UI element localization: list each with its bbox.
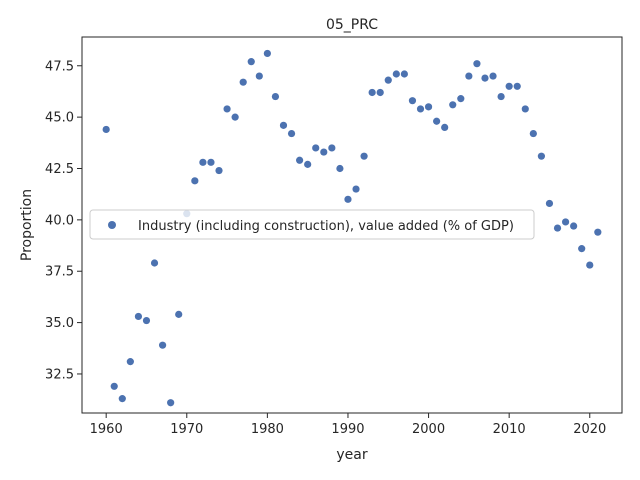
data-point	[287, 129, 296, 138]
chart-title: 05_PRC	[326, 17, 378, 33]
data-point	[561, 218, 570, 226]
data-point	[328, 144, 336, 152]
legend-marker	[108, 221, 116, 229]
data-point	[279, 121, 288, 129]
data-point	[400, 70, 408, 78]
data-point	[150, 259, 159, 267]
data-point	[344, 195, 352, 203]
x-axis-label: year	[336, 447, 367, 463]
data-point	[360, 152, 368, 160]
data-point	[247, 58, 255, 66]
y-tick-label: 32.5	[45, 367, 74, 382]
data-point	[255, 72, 263, 80]
data-point	[449, 101, 457, 109]
data-point	[376, 88, 384, 97]
data-point	[473, 60, 481, 68]
data-point	[521, 105, 529, 113]
data-point	[199, 158, 207, 166]
data-point	[263, 49, 271, 58]
y-tick-label: 47.5	[45, 59, 74, 74]
data-point	[336, 164, 344, 173]
data-point	[424, 103, 433, 111]
data-point	[142, 316, 151, 325]
data-point	[513, 82, 521, 90]
x-tick-label: 2010	[493, 422, 526, 437]
legend-box	[89, 209, 535, 240]
data-point	[223, 105, 231, 113]
legend: Industry (including construction), value…	[89, 209, 535, 240]
data-point	[392, 70, 400, 78]
axis-ticks: 1960 1970 1980 1990 2000 2010 2020 32.5 35.0 37.5…	[45, 59, 606, 437]
y-tick-label: 37.5	[45, 265, 74, 280]
data-point	[481, 74, 489, 82]
data-point	[368, 88, 376, 97]
data-point	[215, 166, 223, 175]
data-point	[594, 228, 602, 236]
data-point	[352, 185, 360, 193]
x-tick-label: 1980	[251, 422, 284, 437]
data-point	[457, 95, 465, 103]
data-point	[433, 117, 441, 125]
x-tick-label: 1960	[90, 422, 123, 437]
data-point	[126, 358, 134, 366]
data-point	[570, 222, 578, 230]
data-point	[586, 261, 594, 269]
data-point	[102, 125, 110, 134]
x-tick-label: 2000	[412, 422, 445, 437]
data-point	[207, 158, 215, 166]
data-point	[134, 312, 143, 321]
data-point	[441, 123, 449, 132]
legend-label: Industry (including construction), value…	[138, 219, 514, 234]
data-point	[296, 156, 304, 164]
data-point	[408, 97, 417, 105]
y-tick-label: 40.0	[45, 213, 74, 228]
data-point	[553, 224, 562, 232]
data-point	[118, 395, 126, 403]
data-point	[231, 113, 239, 121]
y-tick-label: 42.5	[45, 162, 74, 177]
data-point	[578, 245, 586, 253]
data-point	[505, 82, 513, 90]
data-point	[497, 92, 505, 101]
data-point	[489, 72, 497, 80]
data-point	[320, 148, 328, 156]
x-tick-label: 2020	[573, 422, 606, 437]
y-tick-label: 35.0	[45, 316, 74, 331]
plot-frame	[81, 36, 623, 414]
y-tick-label: 45.0	[45, 111, 74, 126]
x-tick-label: 1990	[331, 422, 364, 437]
y-axis-label: Proportion	[19, 189, 35, 261]
data-point	[158, 341, 167, 349]
data-point	[529, 129, 537, 138]
data-point	[271, 92, 280, 101]
data-point	[175, 310, 183, 318]
data-points	[102, 49, 602, 407]
data-point	[312, 144, 320, 152]
x-tick-label: 1970	[170, 422, 203, 437]
data-point	[545, 199, 554, 208]
data-point	[304, 160, 312, 168]
data-point	[416, 105, 425, 113]
data-point	[384, 76, 392, 84]
data-point	[465, 72, 473, 80]
data-point	[537, 152, 546, 160]
data-point	[167, 399, 175, 407]
data-point	[191, 177, 199, 185]
data-point	[110, 382, 118, 390]
data-point	[239, 78, 247, 86]
